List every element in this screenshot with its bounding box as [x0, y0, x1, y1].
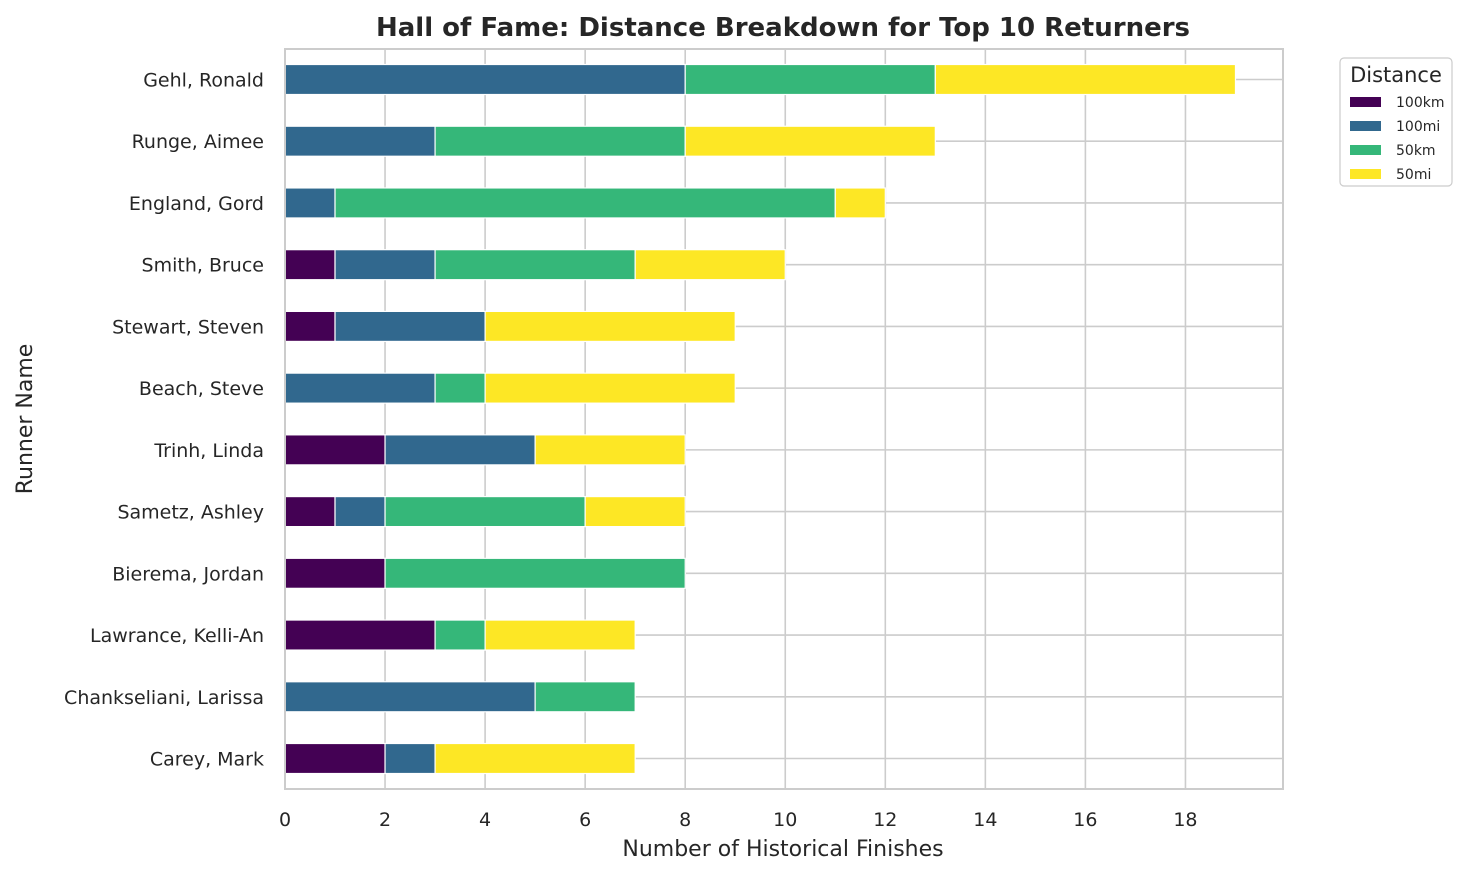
- y-tick-label: Trinh, Linda: [153, 440, 264, 462]
- bar-segment-50km-2: [334, 187, 836, 219]
- x-tick-labels: 0 2 4 6 8 10 12 14 16 18: [279, 809, 1198, 831]
- y-tick-label: Sametz, Ashley: [117, 502, 264, 524]
- chart-title: Hall of Fame: Distance Breakdown for Top…: [376, 13, 1190, 43]
- bar-segment-50mi-6: [534, 434, 686, 466]
- bar-segment-50mi-3: [634, 249, 786, 281]
- bar-segment-100km-3: [284, 249, 336, 281]
- legend-label-100km: 100km: [1396, 95, 1444, 111]
- legend-swatch-50mi: [1350, 169, 1381, 179]
- bar-segment-100mi-4: [334, 310, 486, 343]
- bar-segment-100km-8: [284, 557, 386, 589]
- legend-title: Distance: [1350, 63, 1442, 87]
- bar-segment-100mi-1: [284, 125, 436, 157]
- bar-segment-100mi-6: [384, 434, 536, 466]
- bar-segment-50mi-1: [684, 125, 936, 157]
- y-tick-label: Stewart, Steven: [112, 316, 264, 338]
- grid-lines: [284, 49, 1283, 789]
- x-tick-label: 0: [279, 809, 291, 831]
- y-tick-label: Chankseliani, Larissa: [64, 687, 264, 709]
- x-tick-label: 10: [773, 809, 797, 831]
- bar-segment-50km-10: [534, 681, 636, 713]
- legend-swatch-100km: [1350, 97, 1381, 107]
- bar-segment-50mi-0: [934, 63, 1237, 96]
- x-tick-label: 18: [1173, 809, 1197, 831]
- bar-segment-50mi-11: [434, 742, 636, 775]
- bar-segment-100km-7: [284, 495, 336, 528]
- x-axis-label: Number of Historical Finishes: [622, 837, 943, 862]
- bar-segment-50km-1: [434, 125, 686, 157]
- bar-segment-50km-0: [684, 63, 936, 96]
- plot-frame: [284, 48, 1284, 790]
- x-tick-label: 2: [379, 809, 391, 831]
- y-tick-label: Bierema, Jordan: [112, 563, 264, 585]
- y-tick-label: Gehl, Ronald: [143, 70, 264, 92]
- y-tick-label: Carey, Mark: [150, 749, 264, 771]
- y-tick-label: Runge, Aimee: [132, 131, 264, 153]
- x-tick-label: 6: [579, 809, 591, 831]
- bar-segment-100mi-0: [284, 63, 686, 96]
- bar-segment-50mi-2: [834, 187, 886, 219]
- legend-label-100mi: 100mi: [1396, 119, 1440, 135]
- legend-items: 100km 100mi 50km 50mi: [1350, 95, 1444, 183]
- bar-segment-100mi-7: [334, 495, 386, 528]
- bar-segment-50km-5: [434, 372, 486, 404]
- bar-segment-100mi-11: [384, 742, 436, 775]
- bar-segment-50mi-7: [584, 495, 686, 528]
- bar-segment-100mi-3: [334, 249, 436, 281]
- bar-segment-50mi-4: [484, 310, 736, 343]
- legend: Distance 100km 100mi 50km 50mi: [1339, 57, 1453, 187]
- bar-segment-100km-9: [284, 619, 436, 651]
- legend-label-50km: 50km: [1396, 143, 1436, 159]
- bar-segment-100km-4: [284, 310, 336, 343]
- bar-segment-50mi-5: [484, 372, 736, 404]
- y-tick-labels: Gehl, Ronald Runge, Aimee England, Gord Smi…: [64, 70, 264, 771]
- bar-segment-100mi-10: [284, 681, 536, 713]
- bar-segment-50km-8: [384, 557, 686, 589]
- bar-segment-100mi-5: [284, 372, 436, 404]
- x-tick-label: 16: [1073, 809, 1097, 831]
- bar-segment-50km-9: [434, 619, 486, 651]
- y-tick-label: Lawrance, Kelli-An: [90, 625, 264, 647]
- bar-segment-50km-7: [384, 495, 586, 528]
- legend-swatch-50km: [1350, 145, 1381, 155]
- legend-label-50mi: 50mi: [1396, 167, 1431, 183]
- bar-segment-50mi-9: [484, 619, 636, 651]
- bars-group: [284, 63, 1237, 775]
- bar-segment-100mi-2: [284, 187, 336, 219]
- bar-segment-100km-11: [284, 742, 386, 775]
- x-tick-label: 4: [479, 809, 491, 831]
- x-tick-label: 14: [973, 809, 997, 831]
- y-axis-label: Runner Name: [13, 344, 38, 495]
- legend-swatch-100mi: [1350, 121, 1381, 131]
- bar-segment-100km-6: [284, 434, 386, 466]
- y-tick-label: Beach, Steve: [139, 378, 264, 400]
- y-tick-label: England, Gord: [129, 193, 264, 215]
- x-tick-label: 12: [873, 809, 897, 831]
- x-tick-label: 8: [679, 809, 691, 831]
- y-tick-label: Smith, Bruce: [142, 255, 264, 277]
- bar-segment-50km-3: [434, 249, 636, 281]
